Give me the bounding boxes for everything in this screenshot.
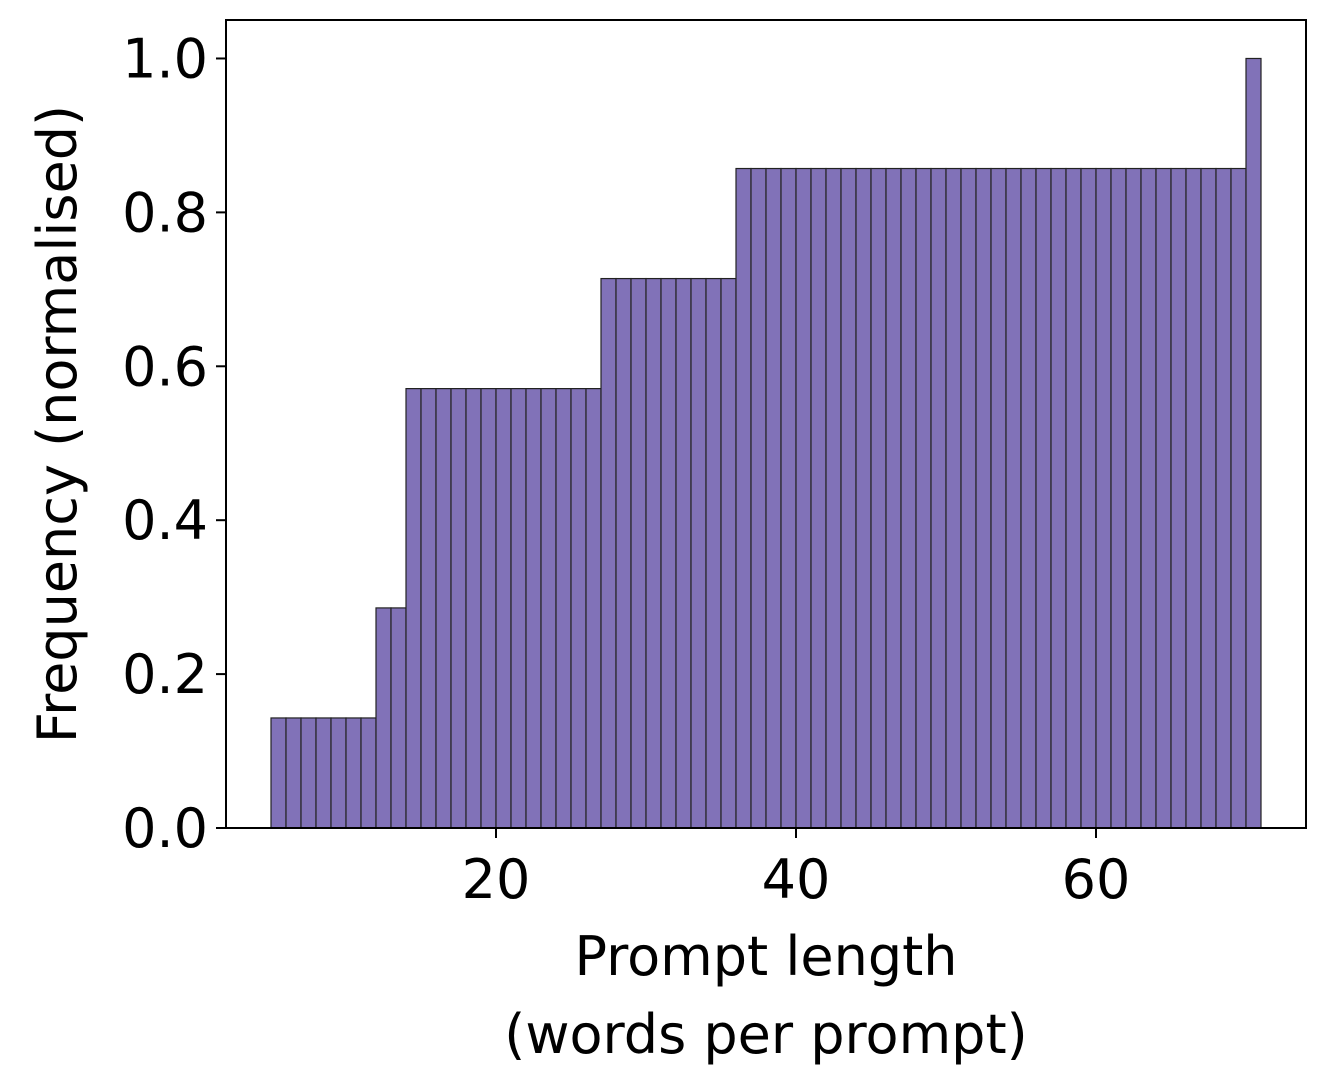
histogram-bar bbox=[1230, 167, 1247, 829]
histogram-bar bbox=[915, 167, 932, 829]
histogram-bar bbox=[720, 277, 737, 829]
histogram-bar bbox=[285, 717, 302, 829]
x-tick-label: 60 bbox=[1062, 848, 1131, 911]
histogram-bar bbox=[750, 167, 767, 829]
plot-frame bbox=[225, 19, 1307, 829]
x-axis-label: Prompt length bbox=[574, 925, 957, 988]
histogram-bar bbox=[420, 388, 437, 829]
histogram-bar bbox=[1200, 167, 1217, 829]
histogram-bar bbox=[930, 167, 947, 829]
histogram-bar bbox=[405, 388, 422, 829]
histogram-bar bbox=[570, 388, 587, 829]
histogram-bar bbox=[990, 167, 1007, 829]
histogram-bar bbox=[495, 388, 512, 829]
histogram-bar bbox=[1155, 167, 1172, 829]
histogram-bar bbox=[1125, 167, 1142, 829]
histogram-bar bbox=[390, 607, 407, 829]
histogram-bar bbox=[660, 277, 677, 829]
histogram-bar bbox=[645, 277, 662, 829]
y-tick-label: 1.0 bbox=[122, 27, 208, 90]
histogram-bar bbox=[1065, 167, 1082, 829]
histogram-bar bbox=[705, 277, 722, 829]
histogram-bar bbox=[345, 717, 362, 829]
histogram-bar bbox=[900, 167, 917, 829]
histogram-bar bbox=[1140, 167, 1157, 829]
histogram-bar bbox=[1035, 167, 1052, 829]
histogram-bar bbox=[480, 388, 497, 829]
histogram-bar bbox=[510, 388, 527, 829]
histogram-bar bbox=[945, 167, 962, 829]
histogram-bar bbox=[1005, 167, 1022, 829]
histogram-bar bbox=[810, 167, 827, 829]
histogram-bar bbox=[885, 167, 902, 829]
histogram-bar bbox=[1020, 167, 1037, 829]
histogram-bar bbox=[1080, 167, 1097, 829]
histogram-bars bbox=[270, 57, 1262, 829]
histogram-bar bbox=[1245, 57, 1262, 829]
histogram-bar bbox=[690, 277, 707, 829]
histogram-bar bbox=[1185, 167, 1202, 829]
histogram-bar bbox=[555, 388, 572, 829]
histogram-bar bbox=[960, 167, 977, 829]
histogram-bar bbox=[825, 167, 842, 829]
y-axis-ticks: 0.0 0.2 0.4 0.6 0.8 1.0 bbox=[122, 27, 226, 860]
histogram-bar bbox=[780, 167, 797, 829]
x-tick-label: 40 bbox=[762, 848, 831, 911]
histogram-bar bbox=[765, 167, 782, 829]
histogram-bar bbox=[465, 388, 482, 829]
histogram-bar bbox=[540, 388, 557, 829]
x-tick-label: 20 bbox=[462, 848, 531, 911]
y-tick-label: 0.8 bbox=[122, 181, 208, 244]
histogram-bar bbox=[270, 717, 287, 829]
histogram-bar bbox=[840, 167, 857, 829]
y-tick-label: 0.6 bbox=[122, 335, 208, 398]
histogram-bar bbox=[1050, 167, 1067, 829]
histogram-bar bbox=[795, 167, 812, 829]
histogram-bar bbox=[1095, 167, 1112, 829]
histogram-bar bbox=[870, 167, 887, 829]
x-axis-ticks: 20 40 60 bbox=[462, 828, 1131, 911]
histogram-bar bbox=[585, 388, 602, 829]
y-tick-label: 0.0 bbox=[122, 797, 208, 860]
histogram-bar bbox=[1170, 167, 1187, 829]
histogram-bar bbox=[360, 717, 377, 829]
histogram-bar bbox=[675, 277, 692, 829]
histogram-bar bbox=[1215, 167, 1232, 829]
histogram-bar bbox=[600, 277, 617, 829]
histogram-bar bbox=[975, 167, 992, 829]
x-axis-label-units: (words per prompt) bbox=[504, 1003, 1027, 1066]
histogram-bar bbox=[300, 717, 317, 829]
histogram-bar bbox=[315, 717, 332, 829]
histogram-bar bbox=[615, 277, 632, 829]
histogram-bar bbox=[450, 388, 467, 829]
y-tick-label: 0.4 bbox=[122, 489, 208, 552]
y-tick-label: 0.2 bbox=[122, 643, 208, 706]
histogram-bar bbox=[435, 388, 452, 829]
histogram-bar bbox=[735, 167, 752, 829]
histogram-bar bbox=[330, 717, 347, 829]
histogram-bar bbox=[375, 607, 392, 829]
histogram-bar bbox=[1110, 167, 1127, 829]
y-axis-label: Frequency (normalised) bbox=[26, 105, 89, 743]
histogram-bar bbox=[855, 167, 872, 829]
histogram-bar bbox=[525, 388, 542, 829]
histogram-bar bbox=[630, 277, 647, 829]
